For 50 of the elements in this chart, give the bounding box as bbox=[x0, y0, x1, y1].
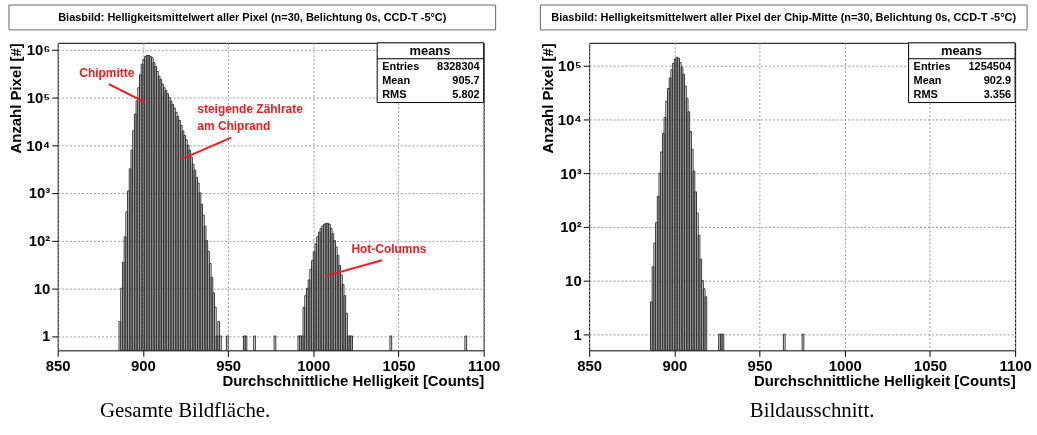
y-tick-label: 10² bbox=[28, 232, 51, 250]
y-axis-title: Anzahl Pixel [#] bbox=[7, 43, 25, 154]
y-tick-label: 1 bbox=[41, 327, 51, 345]
annotation: 8328304 bbox=[437, 59, 481, 72]
y-tick-label: 10³ bbox=[560, 164, 582, 182]
x-tick-label: 900 bbox=[130, 356, 156, 374]
annotation: RMS bbox=[913, 87, 938, 100]
y-tick-label: 1 bbox=[573, 325, 582, 343]
annotation: Mean bbox=[913, 73, 942, 86]
x-tick-label: 950 bbox=[216, 356, 242, 374]
y-tick-label: 10² bbox=[560, 218, 582, 236]
x-tick-label: 850 bbox=[45, 356, 71, 374]
y-tick-label: 10⁴ bbox=[26, 136, 51, 154]
x-axis-title: Durchschnittliche Helligkeit [Counts] bbox=[753, 371, 1016, 389]
y-axis-title: Anzahl Pixel [#] bbox=[538, 43, 556, 154]
annotation: Chipmitte bbox=[79, 66, 135, 81]
x-tick-label: 1100 bbox=[999, 356, 1032, 374]
annotation: Hot-Columns bbox=[351, 242, 427, 257]
text: Bildausschnitt. bbox=[749, 398, 875, 423]
chart-title: Biasbild: Helligkeitsmittelwert aller Pixel (n=30, Belichtung 0s, CCD-T -5°C) bbox=[58, 10, 447, 23]
y-tick-label: 10⁵ bbox=[558, 57, 582, 75]
x-tick-label: 1000 bbox=[297, 356, 331, 374]
annotation: Mean bbox=[382, 73, 411, 86]
y-tick-label: 10⁵ bbox=[26, 88, 51, 106]
chart-title: Biasbild: Helligkeitsmittelwert aller Pixel der Chip-Mitte (n=30, Belichtung 0s, CCD-T -5°C) bbox=[551, 10, 1017, 23]
annotation: Entries bbox=[913, 59, 951, 72]
annotation: 3.356 bbox=[983, 87, 1012, 100]
annotation: RMS bbox=[382, 87, 407, 100]
y-tick-label: 10 bbox=[565, 272, 582, 290]
annotation: means bbox=[409, 42, 451, 58]
x-axis-title: Durchschnittliche Helligkeit [Counts] bbox=[222, 371, 485, 389]
x-tick-label: 950 bbox=[747, 356, 773, 374]
annotation: steigende Zählrate am Chiprand bbox=[197, 101, 304, 133]
annotation: 1254504 bbox=[968, 59, 1013, 72]
y-tick-label: 10 bbox=[33, 279, 51, 297]
x-tick-label: 850 bbox=[577, 356, 603, 374]
y-tick-label: 10⁶ bbox=[26, 41, 51, 59]
x-tick-label: 900 bbox=[662, 356, 688, 374]
text: Gesamte Bildfläche. bbox=[99, 398, 271, 423]
annotation: 905.7 bbox=[452, 73, 480, 86]
y-tick-label: 10⁴ bbox=[557, 111, 582, 129]
x-tick-label: 1100 bbox=[467, 356, 501, 374]
y-tick-label: 10³ bbox=[28, 184, 51, 202]
annotation: 5.802 bbox=[452, 87, 480, 100]
x-tick-label: 1050 bbox=[382, 356, 416, 374]
x-tick-label: 1000 bbox=[828, 356, 862, 374]
annotation: means bbox=[940, 42, 982, 58]
annotation: 902.9 bbox=[983, 73, 1012, 86]
x-tick-label: 1050 bbox=[913, 356, 947, 374]
annotation: Entries bbox=[382, 59, 420, 72]
